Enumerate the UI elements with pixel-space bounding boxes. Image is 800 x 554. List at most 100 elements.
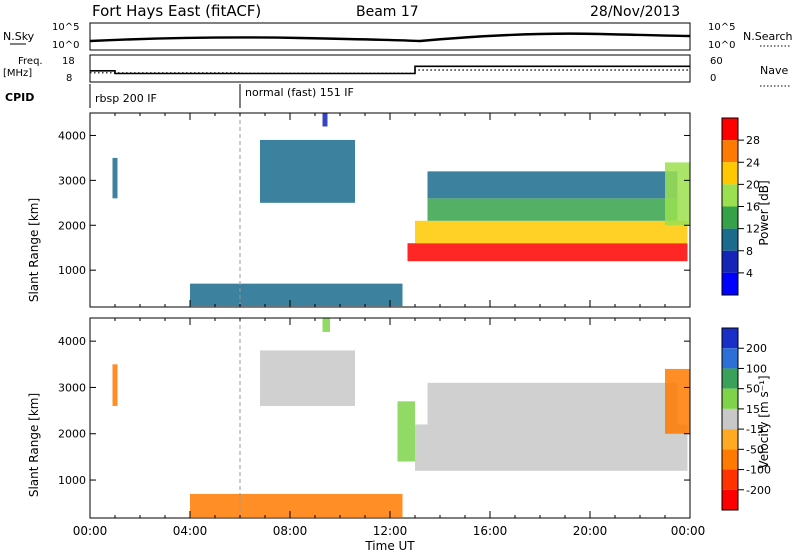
x-tick-labels: 00:00 04:00 08:00 12:00 16:00 20:00 00:0… [73,524,706,538]
nsky-label: N.Sky [3,30,35,43]
colorbar-swatch [722,449,738,470]
colorbar-swatch [722,272,738,295]
nave-tick-low: 0 [710,73,716,84]
noise-tick-low-left: 10^0 [52,40,79,51]
colorbar-swatch [722,408,738,430]
y-tick-label: 2000 [58,428,86,441]
colorbar-swatch [722,348,738,369]
x-tick-label: 20:00 [573,524,608,538]
freq-label: Freq. [18,56,43,67]
nsearch-label: N.Search [743,30,793,43]
nave-tick-high: 60 [710,56,723,67]
freq-unit: [MHz] [3,68,32,79]
colorbar-tick-label: 4 [746,267,753,280]
x-tick-label: 12:00 [373,524,408,538]
colorbar-swatch [722,140,738,163]
nave-label: Nave [760,64,788,77]
colorbar-swatch [722,368,738,389]
colorbar-tick-label: 16 [746,201,760,214]
cpid-label: CPID [5,91,34,104]
velocity-colorbar: 200 100 50 15 -15 -50 -100 -200 [721,327,771,511]
velocity-ylabel: Slant Range [km] [27,393,41,497]
velocity-scale-label: Velocity [m s⁻¹] [757,375,771,468]
heatmap-cell [112,157,118,199]
colorbar-swatch [722,162,738,185]
heatmap-cell [112,364,118,406]
noise-tick-high-right: 10^5 [708,22,735,33]
beam-label: Beam 17 [356,4,419,20]
power-ylabel: Slant Range [km] [27,198,41,302]
noise-panel: N.Sky 10^5 10^0 10^5 10^0 N.Search [3,22,793,51]
colorbar-swatch [722,328,738,349]
power-colorbar: 28 24 20 16 12 8 4 [721,117,760,296]
y-tick-label: 4000 [58,335,86,348]
colorbar-tick-label: 100 [746,362,767,375]
freq-trace [90,65,690,75]
heatmap-cell [415,220,688,244]
heatmap-cell [427,382,678,425]
y-tick-label: 1000 [58,264,86,277]
heatmap-cell [190,493,403,518]
colorbar-frame [721,327,739,511]
y-tick-label: 1000 [58,474,86,487]
colorbar-tick-label: 28 [746,134,760,147]
cpid-segment-2: normal (fast) 151 IF [245,86,354,99]
colorbar-swatch [722,228,738,251]
colorbar-tick-label: 15 [746,403,760,416]
heatmap-cell [665,162,690,226]
plot-title: Fort Hays East (fitACF) [92,2,261,20]
heatmap-cell [322,318,330,332]
x-tick-label: 00:00 [73,524,108,538]
cpid-segment-1: rbsp 200 IF [95,92,157,105]
velocity-panel: 1000 2000 3000 4000 [58,317,691,519]
colorbar-tick-label: -100 [746,464,771,477]
heatmap-cell [397,401,415,462]
x-tick-label: 08:00 [273,524,308,538]
cpid-row: CPID rbsp 200 IF normal (fast) 151 IF [5,84,354,108]
freq-tick-low: 8 [66,73,72,84]
colorbar-tick-label: 20 [746,178,760,191]
colorbar-swatch [722,250,738,273]
date-label: 28/Nov/2013 [590,4,680,20]
heatmap-cell [260,139,355,203]
colorbar-tick-label: 24 [746,156,760,169]
noise-tick-low-right: 10^0 [708,40,735,51]
colorbar-swatch [722,388,738,409]
colorbar-tick-label: 200 [746,342,767,355]
colorbar-swatch [722,118,738,141]
freq-panel: Freq. [MHz] 18 8 60 0 Nave [3,54,790,87]
colorbar-swatch [722,206,738,229]
colorbar-swatch [722,429,738,450]
colorbar-tick-label: -50 [746,443,764,456]
colorbar-swatch [722,469,738,490]
x-tick-label: 04:00 [173,524,208,538]
x-tick-label: 16:00 [473,524,508,538]
colorbar-tick-label: -200 [746,484,771,497]
power-panel: 1000 2000 3000 4000 [58,112,691,308]
y-tick-label: 4000 [58,129,86,142]
heatmap-cell [260,350,355,406]
x-axis-label: Time UT [364,539,415,553]
y-tick-label: 2000 [58,219,86,232]
heatmap-cell [407,243,688,262]
heatmap-cell [427,171,678,199]
freq-tick-high: 18 [62,56,75,67]
colorbar-tick-label: 50 [746,383,760,396]
nave-trace [90,69,690,74]
y-tick-label: 3000 [58,174,86,187]
colorbar-swatch [722,489,738,510]
heatmap-cell [322,113,328,127]
heatmap-cell [190,283,403,307]
colorbar-tick-label: 8 [746,245,753,258]
power-scale-label: Power [dB] [757,180,771,245]
heatmap-cell [427,198,678,221]
heatmap-cell [415,424,688,471]
x-tick-label: 00:00 [671,524,706,538]
heatmap-cell [665,368,690,434]
colorbar-tick-label: 12 [746,223,760,236]
noise-tick-high-left: 10^5 [52,22,79,33]
colorbar-tick-label: -15 [746,423,764,436]
y-tick-label: 3000 [58,381,86,394]
colorbar-swatch [722,184,738,207]
